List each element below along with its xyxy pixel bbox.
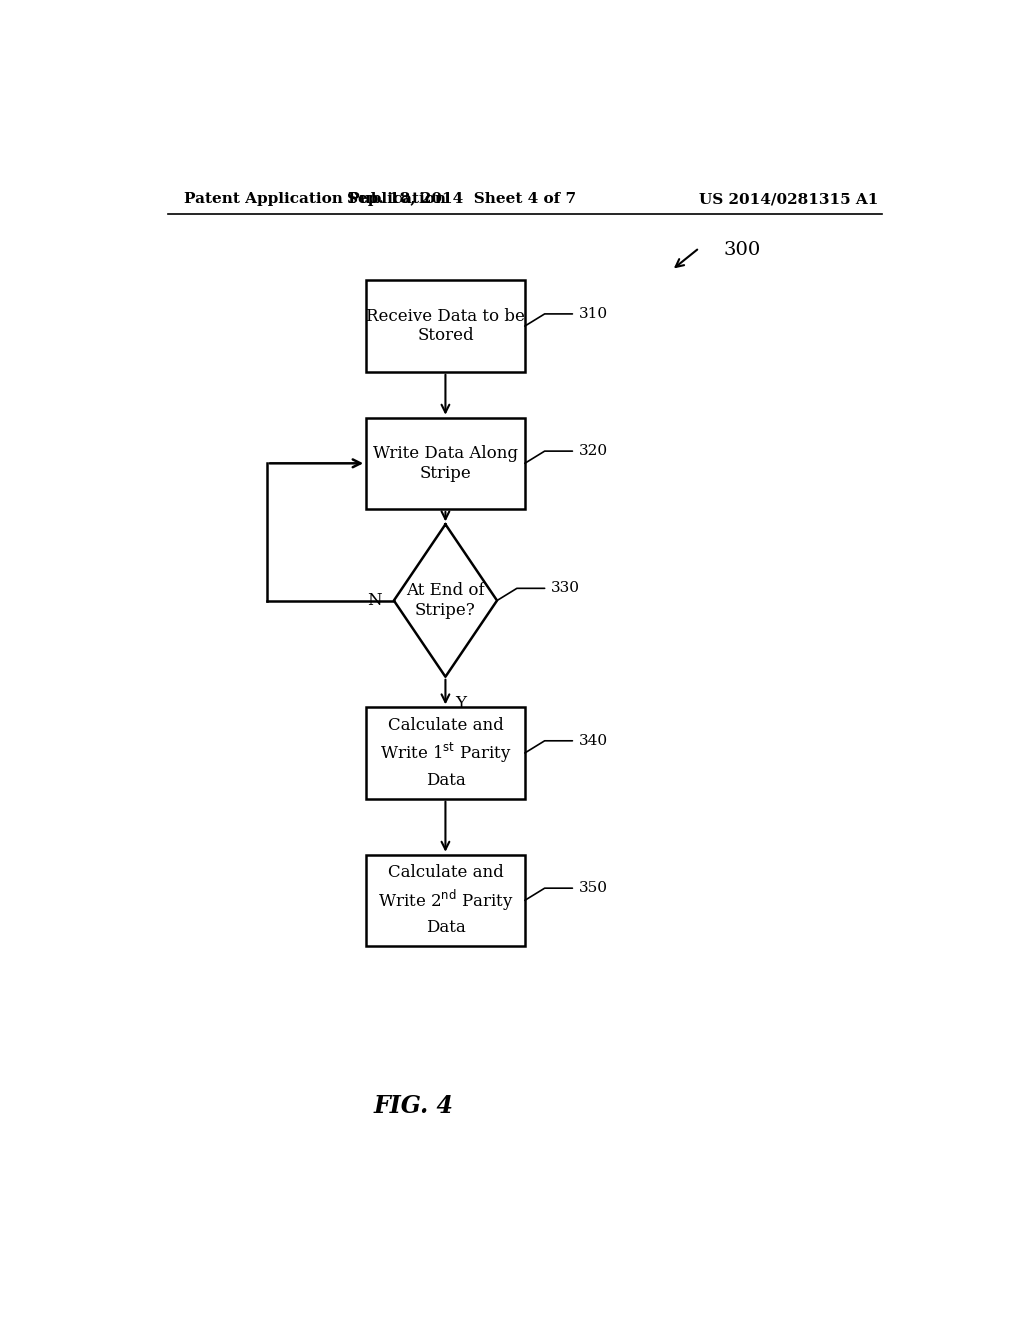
Text: FIG. 4: FIG. 4 [374, 1094, 454, 1118]
Text: At End of
Stripe?: At End of Stripe? [407, 582, 484, 619]
Text: 320: 320 [579, 444, 608, 458]
Text: Write 2$^{\sf nd}$ Parity: Write 2$^{\sf nd}$ Parity [378, 888, 513, 913]
Text: Patent Application Publication: Patent Application Publication [183, 191, 445, 206]
Text: 300: 300 [723, 240, 761, 259]
Text: Data: Data [426, 919, 465, 936]
Text: Calculate and: Calculate and [387, 865, 504, 882]
Text: Calculate and: Calculate and [387, 717, 504, 734]
Text: Data: Data [426, 772, 465, 789]
Text: N: N [368, 593, 382, 609]
Text: Write 1$^{\sf st}$ Parity: Write 1$^{\sf st}$ Parity [380, 741, 511, 766]
Text: 350: 350 [579, 882, 608, 895]
Text: Write Data Along
Stripe: Write Data Along Stripe [373, 445, 518, 482]
Text: US 2014/0281315 A1: US 2014/0281315 A1 [699, 191, 879, 206]
Text: Sep. 18, 2014  Sheet 4 of 7: Sep. 18, 2014 Sheet 4 of 7 [347, 191, 575, 206]
Bar [367, 854, 524, 946]
Text: 330: 330 [551, 581, 580, 595]
Bar [367, 280, 524, 372]
Bar [367, 417, 524, 510]
Polygon shape [394, 524, 497, 677]
Bar [367, 708, 524, 799]
Text: 340: 340 [579, 734, 608, 748]
Text: 310: 310 [579, 308, 608, 321]
Text: Y: Y [455, 696, 466, 711]
Text: Receive Data to be
Stored: Receive Data to be Stored [366, 308, 525, 345]
